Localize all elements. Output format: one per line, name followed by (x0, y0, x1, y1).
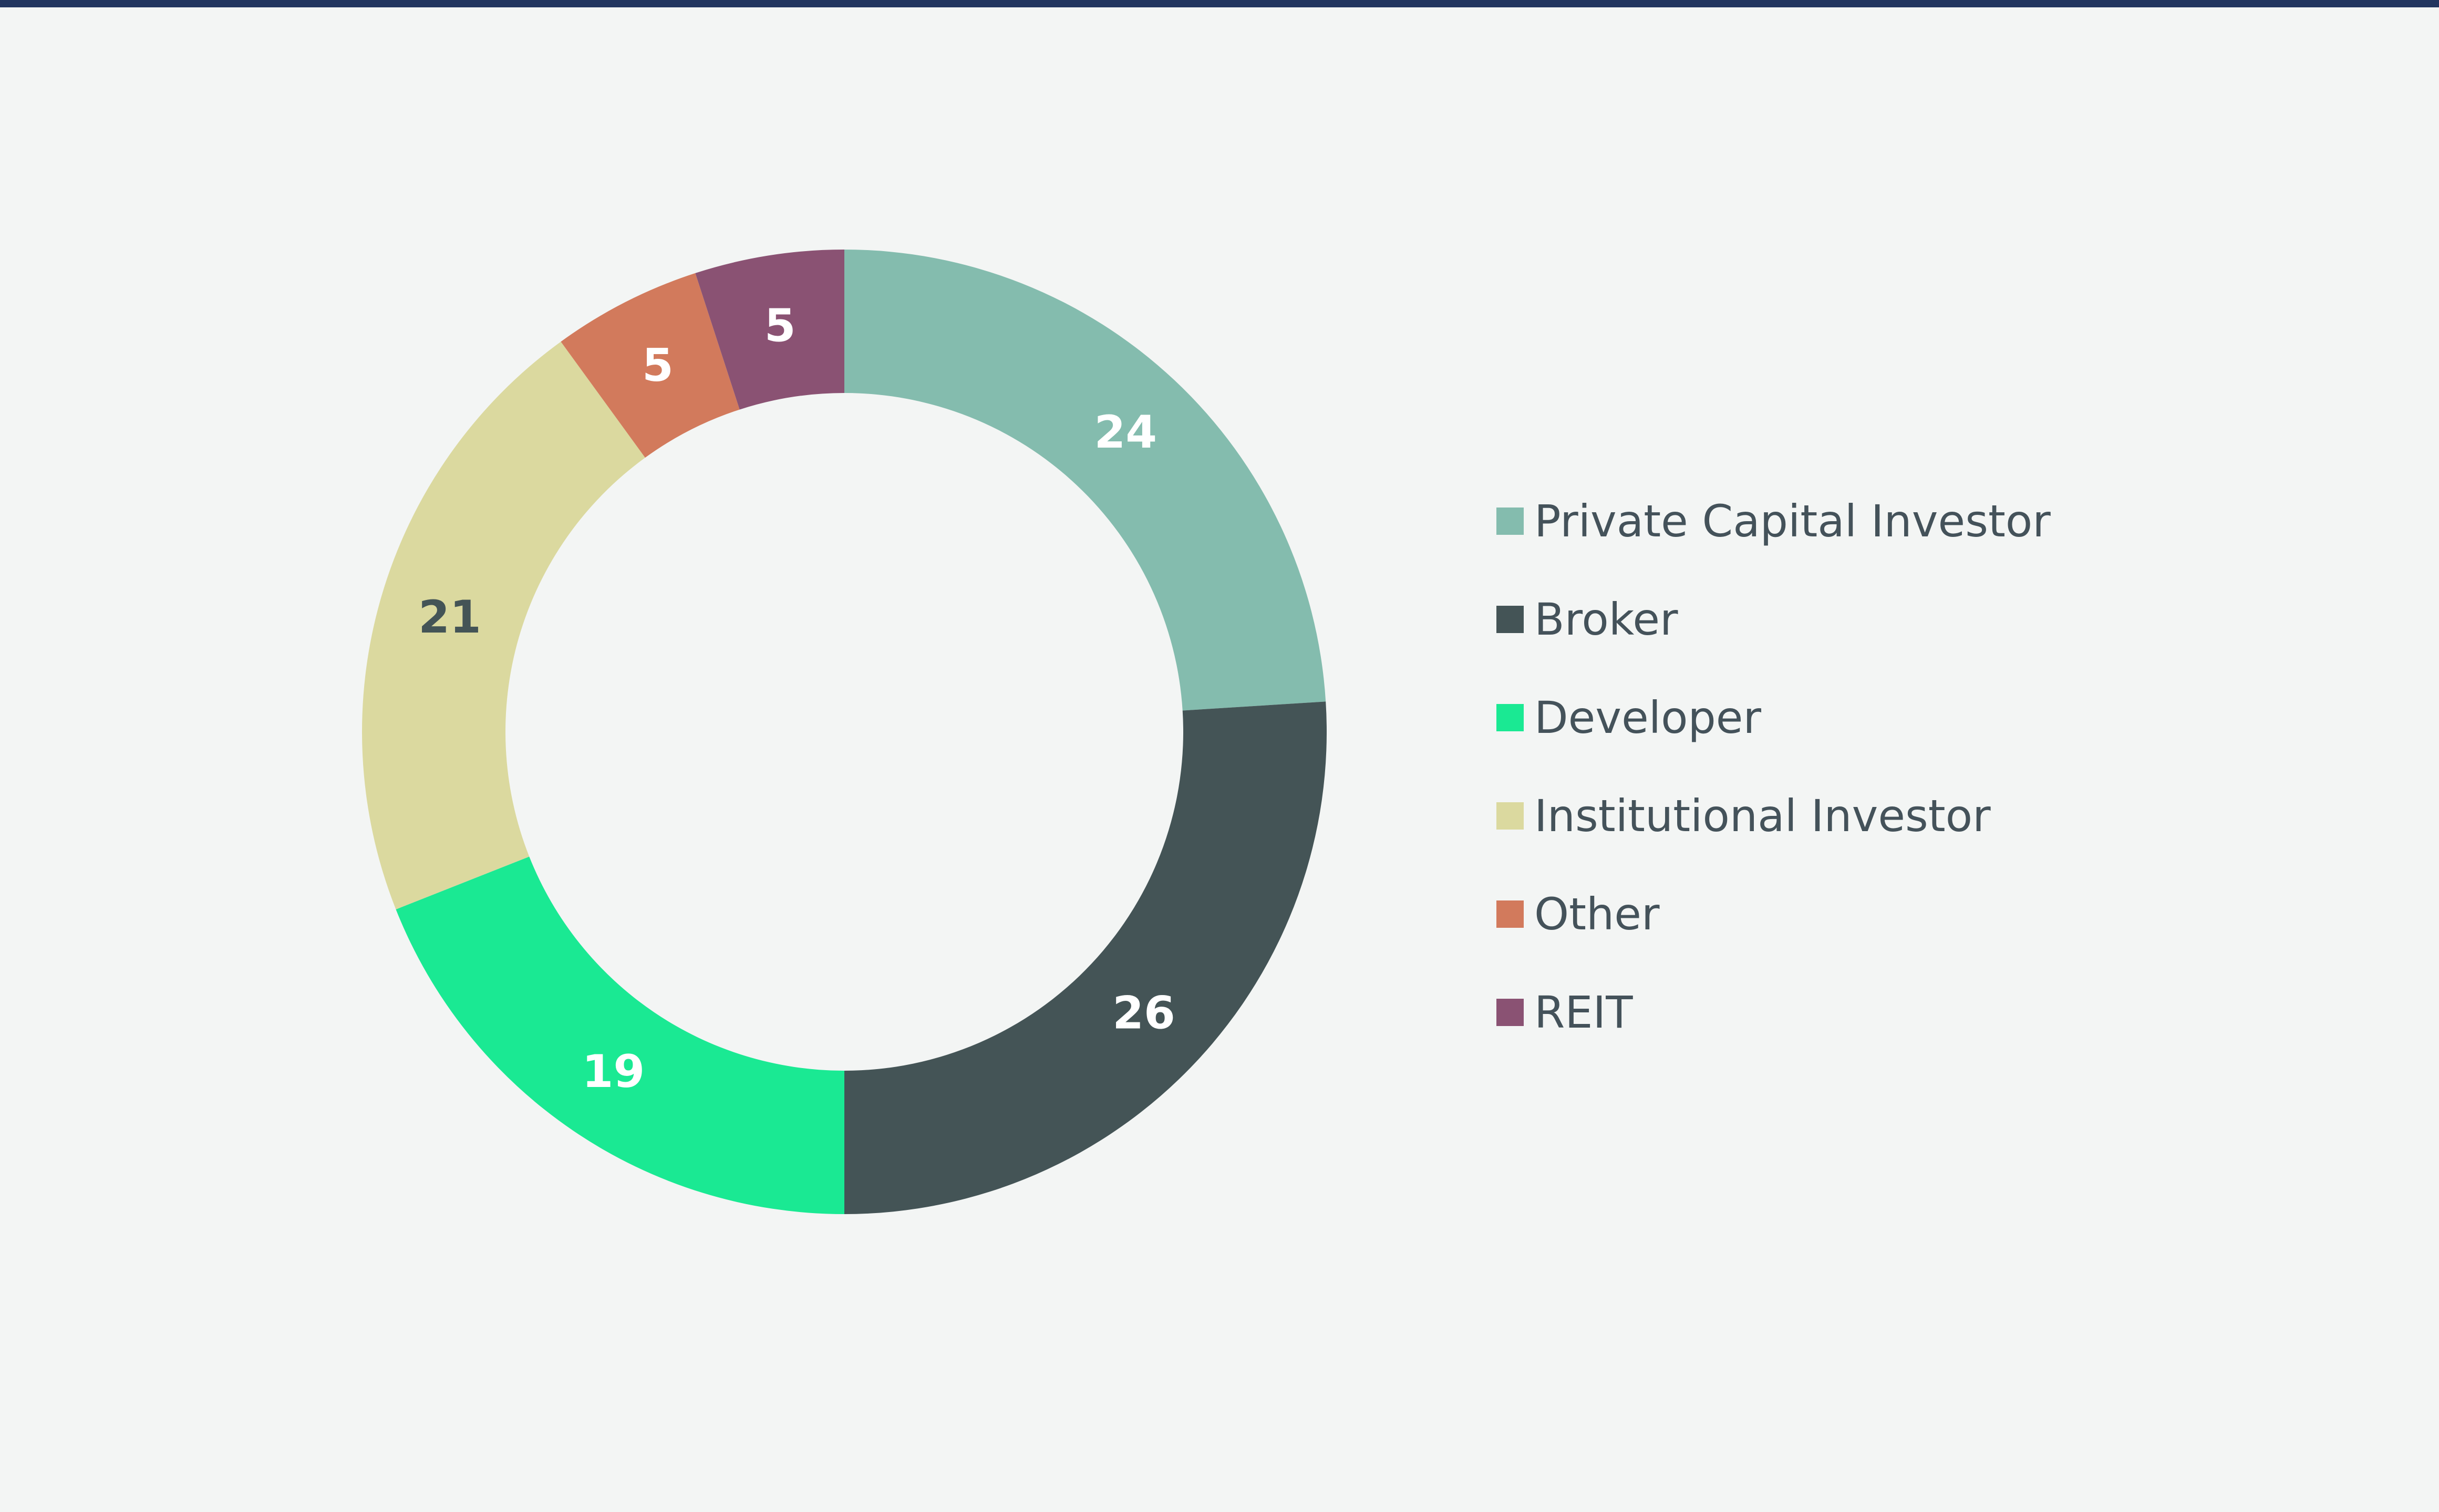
legend-item-broker: Broker (1496, 570, 2051, 668)
donut-slice-reit (695, 250, 844, 410)
legend-swatch (1496, 802, 1524, 830)
donut-slice-institutional-investor (361, 341, 645, 909)
slice-value-label-developer: 19 (582, 1045, 645, 1098)
legend-label: Broker (1534, 593, 1678, 645)
legend-swatch (1496, 703, 1524, 731)
legend-item-other: Other (1496, 865, 2051, 963)
donut-slice-other (561, 273, 740, 458)
donut-slice-broker (844, 701, 1327, 1214)
legend-item-private-capital-investor: Private Capital Investor (1496, 472, 2051, 570)
legend-label: REIT (1534, 986, 1633, 1038)
legend-swatch (1496, 900, 1524, 928)
top-rule (0, 0, 2439, 7)
slice-value-label-other: 5 (642, 339, 674, 392)
legend-swatch (1496, 605, 1524, 633)
legend-label: Institutional Investor (1534, 790, 1991, 842)
legend-label: Private Capital Investor (1534, 495, 2051, 547)
slice-value-label-institutional-investor: 21 (418, 591, 481, 644)
legend-swatch (1496, 507, 1524, 535)
slice-value-label-broker: 26 (1112, 987, 1175, 1039)
donut-slice-private-capital-investor (844, 250, 1326, 711)
legend-item-developer: Developer (1496, 668, 2051, 767)
legend-label: Developer (1534, 691, 1762, 743)
legend: Private Capital Investor Broker Developer I… (1496, 472, 2051, 1061)
legend-item-institutional-investor: Institutional Investor (1496, 767, 2051, 865)
slice-value-label-reit: 5 (764, 300, 796, 353)
legend-label: Other (1534, 888, 1660, 940)
legend-swatch (1496, 998, 1524, 1026)
slice-value-label-private-capital-investor: 24 (1094, 406, 1157, 459)
legend-item-reit: REIT (1496, 963, 2051, 1061)
donut-slice-developer (396, 856, 844, 1214)
